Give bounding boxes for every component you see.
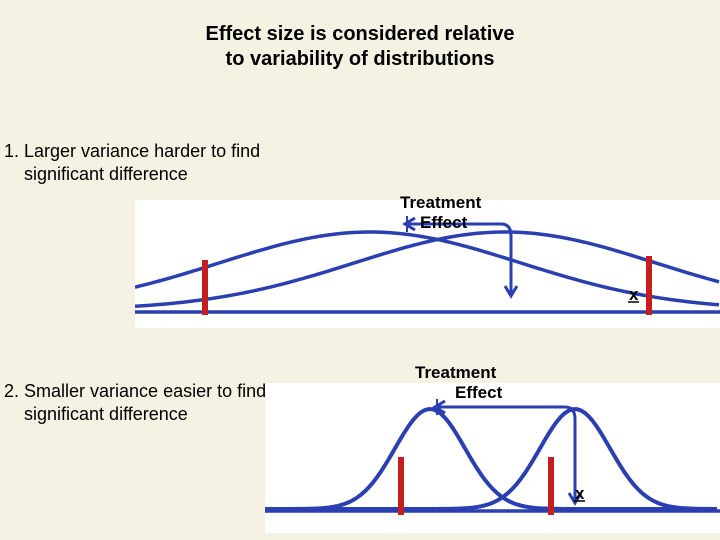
caption-1-line-2: significant difference bbox=[24, 164, 188, 184]
distribution-panel-small-variance: x bbox=[265, 383, 720, 533]
treatment-label-2: Treatment bbox=[415, 363, 496, 383]
caption-2-line-1: 2. Smaller variance easier to find bbox=[4, 381, 266, 401]
caption-1-line-1: 1. Larger variance harder to find bbox=[4, 141, 260, 161]
caption-2-line-2: significant difference bbox=[24, 404, 188, 424]
x-axis-label: x bbox=[629, 285, 639, 304]
x-axis-label: x bbox=[575, 484, 585, 503]
distribution-curve-1 bbox=[265, 409, 717, 509]
page-title: Effect size is considered relative to va… bbox=[0, 22, 720, 72]
distribution-curve-0 bbox=[265, 409, 717, 509]
caption-1: 1. Larger variance harder to find signif… bbox=[4, 140, 260, 185]
treatment-label-1: Treatment bbox=[400, 193, 481, 213]
caption-2: 2. Smaller variance easier to find signi… bbox=[4, 380, 266, 425]
effect-arrow-down bbox=[565, 407, 575, 503]
title-line-2: to variability of distributions bbox=[226, 48, 495, 70]
title-line-1: Effect size is considered relative bbox=[205, 23, 514, 45]
effect-label-2: Effect bbox=[455, 383, 502, 403]
effect-label-1: Effect bbox=[420, 213, 467, 233]
